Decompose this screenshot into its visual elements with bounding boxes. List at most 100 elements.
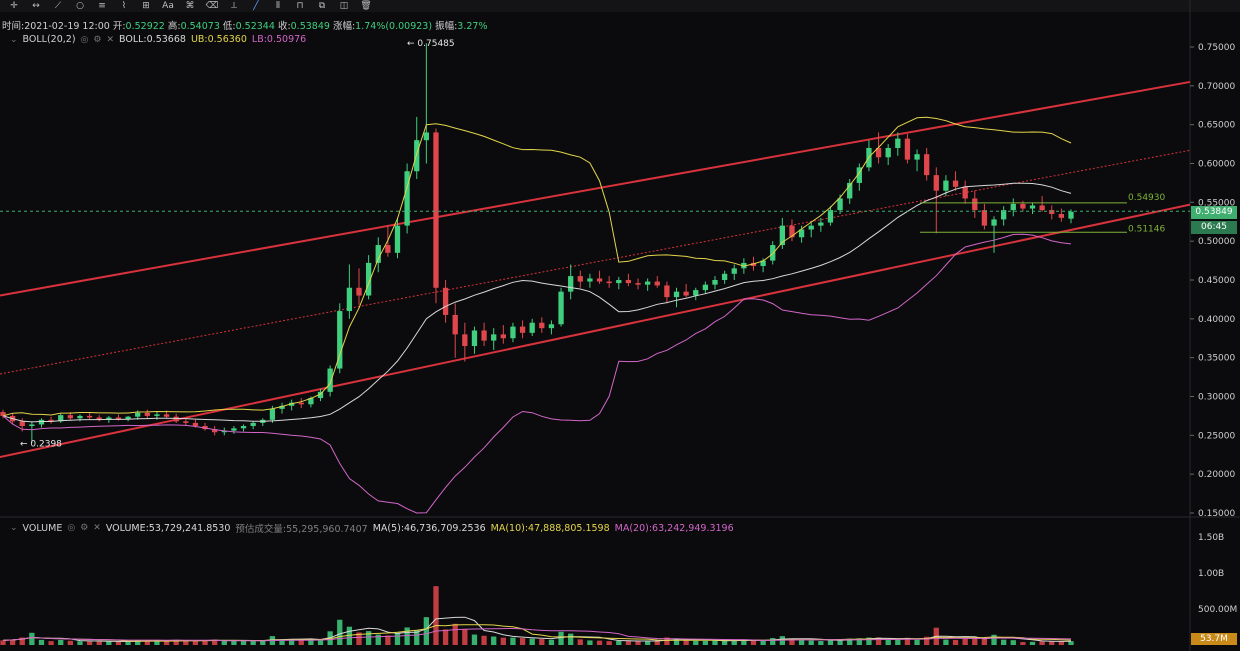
close-value: 0.53849	[290, 21, 330, 32]
lock-icon[interactable]: ⊓	[296, 0, 304, 11]
eye-icon[interactable]: ◎	[80, 34, 89, 45]
time-value: 2021-02-19 12:00	[24, 21, 110, 32]
copy-icon[interactable]: ⧉	[318, 0, 326, 11]
volume-bar	[67, 640, 73, 645]
candle-body	[1039, 205, 1045, 211]
chevron-down-icon[interactable]: ⌄	[10, 523, 18, 533]
candle-body	[404, 171, 410, 226]
candle-body	[673, 291, 680, 298]
ub-label: UB:	[190, 34, 208, 45]
volume-bar	[741, 640, 747, 645]
change-label: 涨幅:	[332, 21, 356, 32]
close-icon[interactable]: ✕	[106, 34, 115, 45]
chevron-down-icon[interactable]: ⌄	[10, 34, 18, 45]
measure-icon[interactable]: ⊞	[142, 0, 150, 11]
wave-icon[interactable]: ⌇	[121, 0, 127, 11]
volume-bar	[972, 637, 978, 645]
volume-bar	[385, 635, 391, 645]
volume-bar	[568, 633, 574, 645]
volume-bar	[154, 640, 160, 645]
volume-bar	[750, 640, 757, 645]
volume-bar	[48, 641, 54, 645]
time-label: 时间:	[2, 21, 25, 32]
candle-body	[577, 276, 583, 282]
volume-bar	[491, 636, 497, 645]
volume-bar	[163, 640, 170, 645]
fib-icon[interactable]: ≡	[98, 0, 106, 11]
close-label: 收:	[277, 21, 291, 32]
candle-body	[587, 278, 593, 282]
candle-body	[1068, 211, 1074, 219]
volume-bar	[875, 637, 882, 645]
current-price-tag: 0.53849	[1191, 206, 1237, 219]
volume-bar	[1049, 641, 1055, 645]
candle-body	[19, 421, 25, 427]
ruler-icon[interactable]: ⟂	[230, 0, 237, 11]
eye-icon[interactable]: ◎	[67, 523, 76, 533]
volume-bar	[924, 636, 930, 645]
crosshair-icon[interactable]: ✛	[10, 0, 18, 11]
candle-body	[798, 229, 805, 238]
settings-icon[interactable]: ⚙	[80, 523, 89, 533]
volume-bar	[317, 638, 324, 645]
volume-bar	[856, 638, 862, 645]
candle-body	[837, 198, 843, 211]
trend-line-icon[interactable]: ⟋	[54, 0, 62, 11]
candle-body	[548, 324, 555, 329]
candle-body	[962, 186, 968, 199]
horizontal-line-icon[interactable]: ↔	[32, 0, 40, 11]
ohlc-info: 时间:2021-02-19 12:00 开:0.52922 高:0.54073 …	[2, 18, 487, 32]
candle-body	[712, 280, 718, 285]
volume-bar	[760, 640, 766, 645]
candle-body	[808, 225, 814, 230]
volume-bar	[548, 639, 555, 645]
candles-icon[interactable]: ⦀	[276, 0, 280, 11]
channel-upper-line	[0, 80, 1191, 297]
volume-bar	[693, 640, 699, 645]
candle-body	[298, 402, 304, 405]
boll-value: 0.53668	[146, 34, 186, 45]
candle-body	[231, 428, 237, 431]
candle-body	[981, 210, 988, 226]
text-icon[interactable]: Aa	[162, 0, 174, 11]
volume-bar	[125, 642, 131, 645]
eraser-icon[interactable]: ⌫	[205, 0, 219, 11]
close-icon[interactable]: ✕	[93, 523, 101, 533]
volume-axis-label: 1.00B	[1198, 569, 1224, 579]
volume-bar	[1029, 641, 1036, 645]
trash-icon[interactable]: 🗑	[360, 0, 372, 11]
candle-body	[625, 280, 632, 284]
pattern-icon[interactable]: ⌘	[185, 0, 195, 11]
candle-body	[269, 408, 276, 420]
candle-body	[1020, 203, 1026, 209]
candle-body	[519, 326, 526, 333]
volume-bar	[202, 640, 208, 645]
candle-body	[240, 426, 247, 429]
open-value: 0.52922	[125, 21, 165, 32]
volume-bar	[952, 639, 959, 645]
candle-body	[125, 416, 131, 420]
candle-body	[327, 368, 333, 392]
settings-icon[interactable]: ⚙	[93, 34, 102, 45]
volume-bar	[289, 639, 295, 645]
layers-icon[interactable]: ◫	[339, 0, 349, 11]
candle-body	[914, 154, 920, 160]
line-tool-icon[interactable]: ╱	[253, 0, 259, 11]
price-axis-label: 0.40000	[1198, 315, 1235, 325]
ma5-value: 46,736,709.2536	[404, 522, 486, 534]
volume-bar	[529, 638, 535, 645]
volume-bar	[991, 634, 997, 645]
price-axis-label: 0.65000	[1198, 121, 1235, 131]
price-axis-label: 0.75000	[1198, 43, 1235, 53]
volume-bar	[798, 640, 805, 645]
candle-body	[568, 276, 574, 292]
candle-body	[596, 278, 603, 282]
volume-bar	[510, 637, 516, 645]
candle-body	[500, 334, 506, 339]
candle-body	[558, 291, 564, 325]
volume-bar	[86, 641, 93, 645]
circle-icon[interactable]: ○	[76, 0, 84, 11]
price-axis-label: 0.30000	[1198, 393, 1235, 403]
volume-bar	[38, 639, 45, 645]
